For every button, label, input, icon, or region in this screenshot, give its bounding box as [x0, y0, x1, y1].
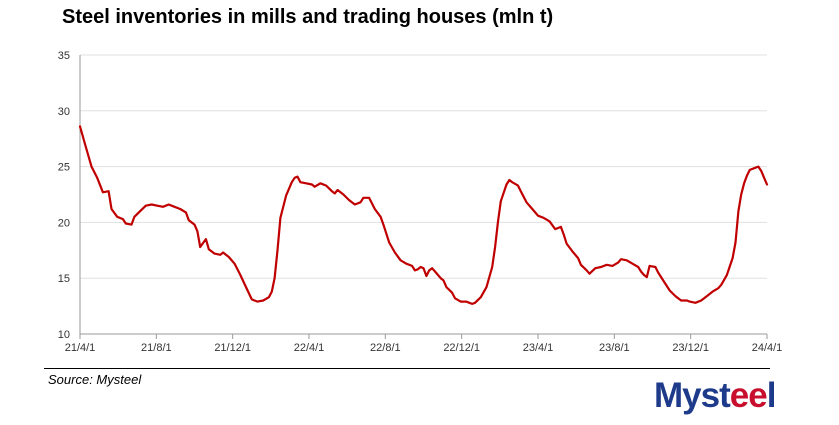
x-tick-label: 22/12/1	[443, 342, 480, 354]
line-chart: 10 15 20 25 30 35 21/4/1 21/8/1 21/12/1 22/4/1 22/…	[58, 50, 783, 354]
y-tick-label: 30	[58, 106, 70, 118]
x-tick-label: 22/8/1	[370, 342, 401, 354]
y-tick-label: 25	[58, 162, 70, 174]
x-tick-label: 24/4/1	[752, 342, 783, 354]
y-tick-label: 35	[58, 50, 70, 62]
series	[78, 125, 769, 305]
source-note: Source: Mysteel	[48, 372, 142, 387]
mysteel-logo: Mysteel	[654, 376, 776, 415]
x-tick-label: 21/8/1	[141, 342, 172, 354]
x-tick-label: 23/4/1	[523, 342, 554, 354]
x-tick-label: 21/4/1	[65, 342, 96, 354]
gridlines	[80, 54, 767, 279]
x-tick-label: 23/12/1	[672, 342, 709, 354]
chart-title: Steel inventories in mills and trading h…	[62, 6, 554, 28]
x-tick-label: 22/4/1	[294, 342, 325, 354]
y-tick-label: 15	[58, 273, 70, 285]
x-tick-label: 21/12/1	[214, 342, 251, 354]
inventory-line	[78, 125, 769, 305]
axes: 10 15 20 25 30 35 21/4/1 21/8/1 21/12/1 22/4/1 22/…	[58, 50, 783, 354]
y-tick-label: 10	[58, 329, 70, 341]
x-tick-label: 23/8/1	[599, 342, 630, 354]
source-divider	[44, 368, 770, 369]
y-tick-label: 20	[58, 217, 70, 229]
